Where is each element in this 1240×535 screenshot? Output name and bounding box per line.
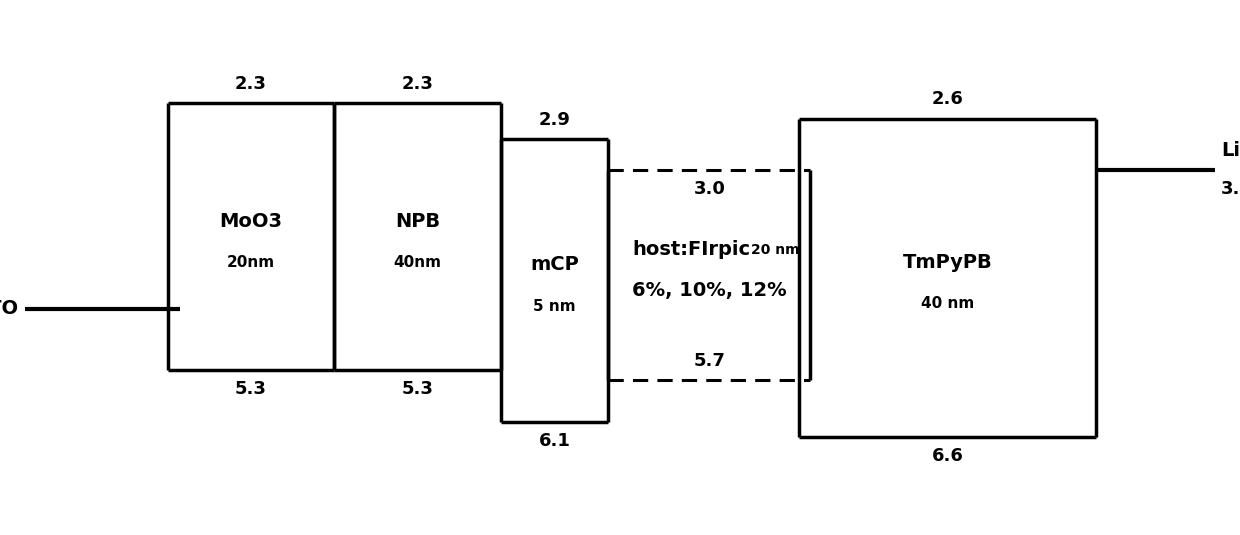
Text: 5.3: 5.3 <box>236 380 267 399</box>
Text: 2.6: 2.6 <box>931 90 963 108</box>
Text: ITO: ITO <box>0 299 19 318</box>
Text: LiF/Al: LiF/Al <box>1221 141 1240 159</box>
Text: 5.7: 5.7 <box>693 352 725 370</box>
Text: 6.6: 6.6 <box>931 447 963 465</box>
Text: host:FIrpic: host:FIrpic <box>632 240 750 259</box>
Text: TmPyPB: TmPyPB <box>903 253 992 272</box>
Text: NPB: NPB <box>396 212 440 231</box>
Text: MoO3: MoO3 <box>219 212 283 231</box>
Text: mCP: mCP <box>531 255 579 274</box>
Text: 5.3: 5.3 <box>402 380 434 399</box>
Text: 3.0: 3.0 <box>693 180 725 198</box>
Text: 40 nm: 40 nm <box>921 296 973 311</box>
Text: 5 nm: 5 nm <box>533 299 575 314</box>
Text: 2.9: 2.9 <box>538 111 570 129</box>
Text: 20 nm: 20 nm <box>750 242 799 256</box>
Text: 2.3: 2.3 <box>236 75 267 93</box>
Text: 3.0: 3.0 <box>1221 180 1240 198</box>
Text: 40nm: 40nm <box>393 255 441 270</box>
Text: 2.3: 2.3 <box>402 75 434 93</box>
Text: 6.1: 6.1 <box>538 432 570 450</box>
Text: 6%, 10%, 12%: 6%, 10%, 12% <box>632 281 786 300</box>
Text: 20nm: 20nm <box>227 255 275 270</box>
